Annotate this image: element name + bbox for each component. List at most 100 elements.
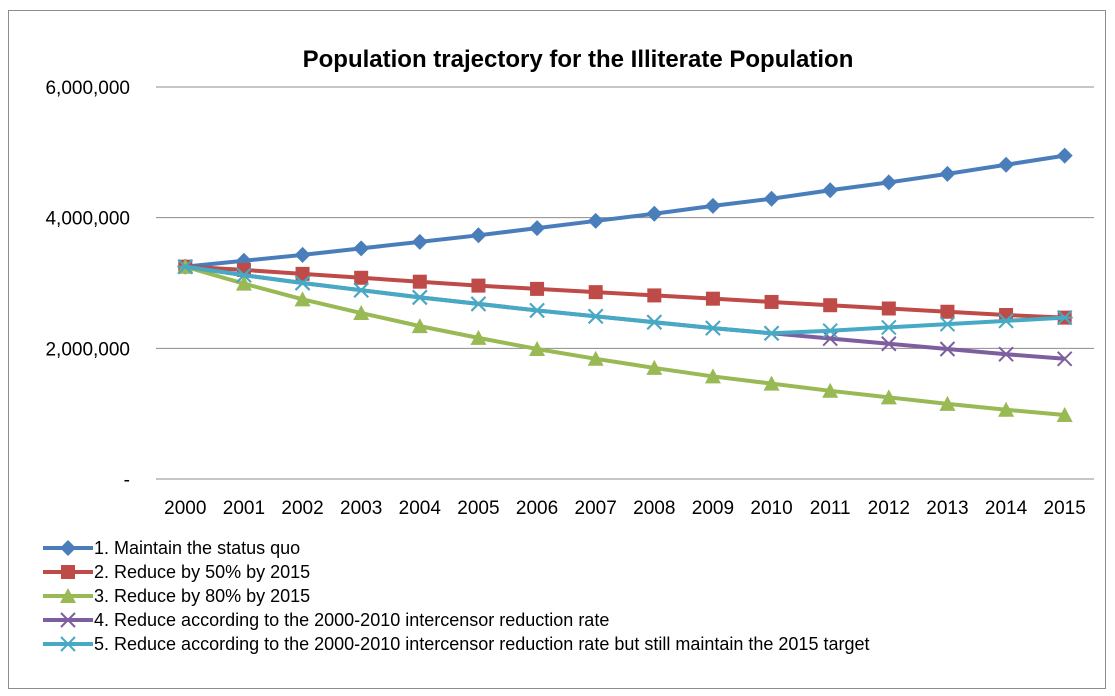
data-point [471,278,486,293]
y-axis-ticks: - 2,000,000 4,000,000 6,000,000 [45,78,130,491]
y-tick-label: - [124,470,130,491]
data-point [60,540,76,556]
x-tick-label: 2015 [1044,498,1086,519]
data-point [880,174,897,191]
x-tick-label: 2006 [516,498,558,519]
data-point [470,296,487,312]
data-point [822,322,839,339]
data-point [470,329,487,345]
data-point [998,401,1015,417]
data-point [646,359,663,375]
data-point [940,304,955,319]
data-point [530,281,545,296]
data-point [587,350,604,366]
plot-area [177,147,1073,422]
data-point [764,294,779,309]
data-point [353,282,370,298]
data-point [705,291,720,306]
x-tick-label: 2001 [223,498,265,519]
data-point [412,274,427,289]
data-point [587,212,604,229]
data-point [880,389,897,405]
data-point [822,182,839,199]
data-point [294,246,311,263]
data-point [177,258,194,275]
data-point [353,240,370,257]
data-point [646,314,663,330]
data-point [354,270,369,285]
legend-label: 1. Maintain the status quo [94,538,300,558]
data-point [998,346,1014,362]
series-2 [178,259,1072,325]
data-point [60,612,76,628]
data-point [763,325,780,342]
data-point [1056,406,1073,422]
legend: 1. Maintain the status quo 2. Reduce by 5… [43,538,870,654]
x-axis-ticks: 2000 2001 2002 2003 2004 2005 2006 2007 2008 2009… [164,498,1086,519]
data-point [470,227,487,244]
series-5 [177,258,1073,342]
series-line [185,153,1065,269]
legend-item: 1. Maintain the status quo [43,538,300,558]
y-tick-label: 4,000,000 [45,209,130,230]
data-point [529,302,546,319]
data-point [1056,147,1073,164]
data-point [939,341,956,357]
x-tick-label: 2000 [164,498,206,519]
x-tick-label: 2014 [985,498,1028,519]
data-point [763,190,780,207]
data-point [411,233,428,250]
legend-label: 4. Reduce according to the 2000-2010 int… [94,610,609,630]
legend-item: 4. Reduce according to the 2000-2010 int… [43,610,609,630]
data-point [881,301,896,316]
x-tick-label: 2004 [399,498,442,519]
legend-label: 5. Reduce according to the 2000-2010 int… [94,634,870,654]
data-point [939,316,956,332]
data-point [60,636,76,652]
legend-label: 3. Reduce by 80% by 2015 [94,586,310,606]
data-point [411,318,428,334]
data-point [529,340,546,356]
data-point [235,275,252,291]
data-point [647,288,662,303]
series-line [185,264,1065,336]
data-point [939,395,956,411]
x-tick-label: 2008 [633,498,675,519]
y-tick-label: 6,000,000 [45,78,130,99]
x-tick-label: 2002 [281,498,323,519]
series-line [184,264,1065,417]
legend-item: 3. Reduce by 80% by 2015 [43,586,310,606]
legend-label: 2. Reduce by 50% by 2015 [94,562,310,582]
data-point [704,320,721,336]
data-point [646,205,663,222]
y-tick-label: 2,000,000 [45,339,130,360]
data-point [61,565,75,579]
x-tick-label: 2005 [457,498,499,519]
data-point [529,220,546,237]
data-point [1056,309,1073,326]
line-chart: Population trajectory for the Illiterate… [43,46,1094,654]
data-point [60,588,76,603]
data-point [880,319,897,336]
chart-title: Population trajectory for the Illiterate… [303,46,854,73]
legend-item: 5. Reduce according to the 2000-2010 int… [43,634,870,654]
series-1 [177,147,1073,275]
x-tick-label: 2009 [692,498,734,519]
data-point [588,285,603,300]
data-point [353,305,370,321]
data-point [822,382,839,398]
x-tick-label: 2013 [926,498,968,519]
data-point [704,368,721,384]
data-point [587,308,604,325]
series-line [185,264,1065,320]
data-point [411,289,428,306]
data-point [1056,351,1073,367]
data-point [294,291,311,307]
data-point [763,375,780,391]
x-tick-label: 2011 [810,498,851,519]
data-point [822,330,838,347]
data-point [704,197,721,214]
x-tick-label: 2007 [575,498,617,519]
data-point [823,298,838,313]
x-tick-label: 2012 [868,498,910,519]
